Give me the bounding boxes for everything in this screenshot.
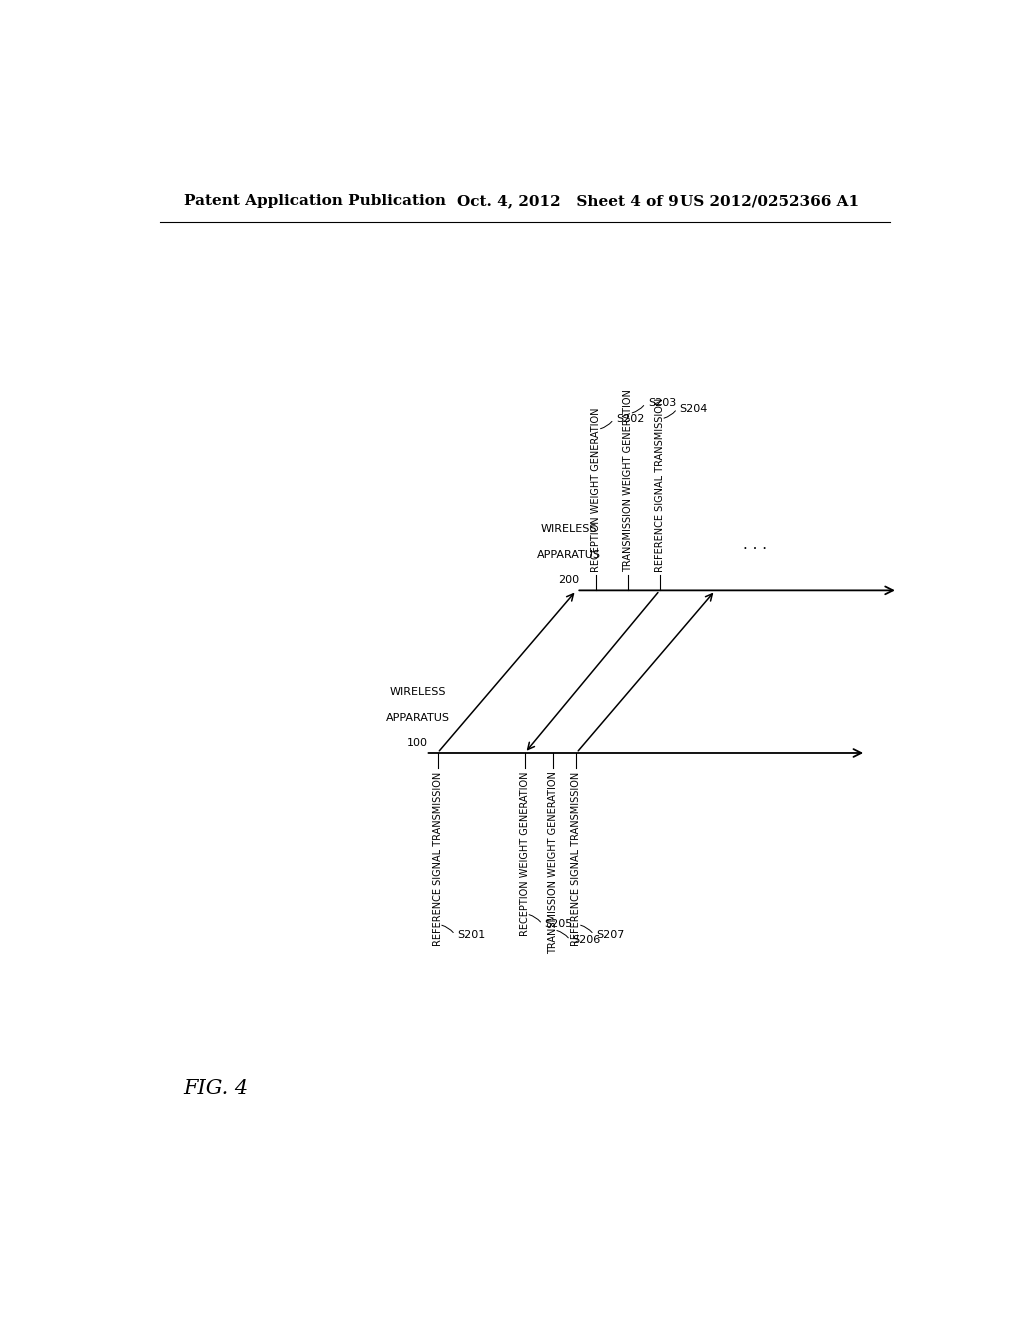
Text: RECEPTION WEIGHT GENERATION: RECEPTION WEIGHT GENERATION <box>520 771 529 936</box>
Text: Oct. 4, 2012   Sheet 4 of 9: Oct. 4, 2012 Sheet 4 of 9 <box>458 194 679 209</box>
Text: WIRELESS: WIRELESS <box>389 688 445 697</box>
Text: APPARATUS: APPARATUS <box>386 713 450 722</box>
Text: TRANSMISSION WEIGHT GENERATION: TRANSMISSION WEIGHT GENERATION <box>623 389 633 572</box>
Text: REFERENCE SIGNAL TRANSMISSION: REFERENCE SIGNAL TRANSMISSION <box>571 771 582 945</box>
Text: REFERENCE SIGNAL TRANSMISSION: REFERENCE SIGNAL TRANSMISSION <box>654 397 665 572</box>
Text: RECEPTION WEIGHT GENERATION: RECEPTION WEIGHT GENERATION <box>591 408 601 572</box>
Text: S206: S206 <box>572 935 601 945</box>
Text: APPARATUS: APPARATUS <box>537 550 600 560</box>
Text: US 2012/0252366 A1: US 2012/0252366 A1 <box>680 194 859 209</box>
Text: WIRELESS: WIRELESS <box>541 524 597 535</box>
Text: S207: S207 <box>596 929 625 940</box>
Text: REFERENCE SIGNAL TRANSMISSION: REFERENCE SIGNAL TRANSMISSION <box>432 771 442 945</box>
Text: TRANSMISSION WEIGHT GENERATION: TRANSMISSION WEIGHT GENERATION <box>548 771 558 954</box>
Text: 200: 200 <box>558 576 579 585</box>
Text: . . .: . . . <box>743 537 767 552</box>
Text: S204: S204 <box>680 404 708 413</box>
Text: 100: 100 <box>408 738 428 748</box>
Text: S202: S202 <box>616 414 644 424</box>
Text: S203: S203 <box>648 399 676 408</box>
Text: Patent Application Publication: Patent Application Publication <box>183 194 445 209</box>
Text: S201: S201 <box>458 929 485 940</box>
Text: S205: S205 <box>545 919 572 929</box>
Text: FIG. 4: FIG. 4 <box>183 1078 249 1098</box>
